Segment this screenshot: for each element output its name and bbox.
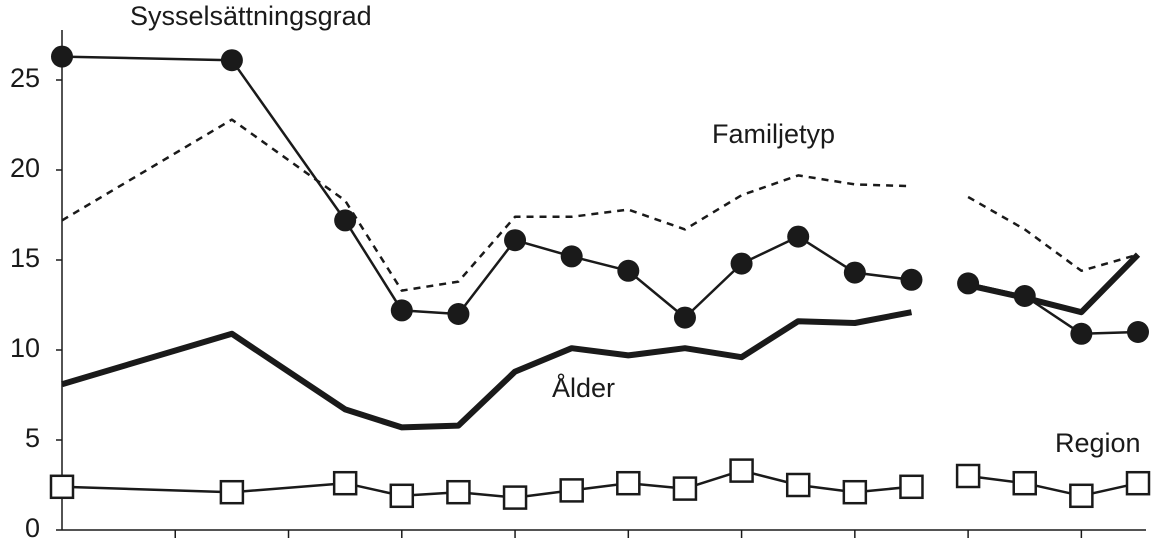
marker [560, 245, 583, 268]
marker [49, 474, 75, 500]
marker [957, 272, 980, 295]
marker [673, 306, 696, 329]
marker [787, 225, 810, 248]
y-tick-label: 5 [25, 423, 40, 453]
marker [1012, 470, 1037, 496]
marker [785, 472, 811, 498]
marker [446, 479, 471, 505]
marker [389, 483, 415, 509]
marker [899, 474, 924, 500]
series-line [61, 118, 1139, 292]
y-tick-label: 20 [10, 153, 40, 183]
marker [900, 268, 923, 291]
marker [617, 259, 640, 282]
series-label: Familjetyp [712, 119, 835, 149]
marker [219, 479, 245, 505]
marker [616, 470, 641, 496]
marker [955, 463, 981, 489]
marker [51, 45, 73, 68]
marker [729, 458, 754, 483]
y-tick-label: 0 [25, 513, 40, 542]
y-tick-label: 15 [10, 243, 40, 273]
marker [672, 476, 698, 501]
marker [1069, 483, 1094, 509]
y-tick-label: 10 [10, 333, 40, 363]
series-label: Sysselsättningsgrad [130, 1, 372, 31]
marker [1125, 470, 1151, 496]
series-line [61, 55, 1139, 336]
marker [1127, 321, 1149, 343]
marker [447, 303, 470, 325]
series-line [61, 252, 1141, 431]
marker [559, 478, 584, 503]
marker [390, 299, 413, 322]
series-label: Ålder [552, 372, 615, 403]
marker [332, 470, 358, 496]
marker [502, 485, 528, 510]
marker [730, 252, 753, 275]
marker [842, 479, 868, 505]
marker [504, 229, 527, 252]
y-tick-label: 25 [10, 63, 40, 93]
marker [334, 209, 357, 232]
marker [1070, 322, 1093, 345]
marker [220, 49, 243, 72]
series-label: Region [1055, 428, 1141, 458]
marker [843, 261, 866, 284]
